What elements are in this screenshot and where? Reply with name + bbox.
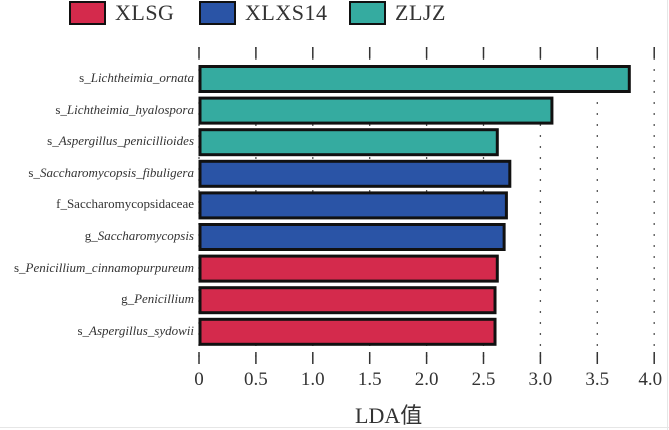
bar-penicillium-cinnamopurpureum — [198, 254, 499, 283]
taxon-name: Aspergillus_sydowii — [89, 322, 194, 338]
y-label-saccharomycopsis-fibuligera: s_Saccharomycopsis_fibuligera — [28, 165, 194, 181]
y-label-saccharomycopsis: g_Saccharomycopsis — [85, 228, 194, 244]
legend-label-xlxs14: XLXS14 — [245, 0, 328, 25]
x-tick-label-2.5: 2.5 — [471, 369, 496, 390]
x-tick-label-3.5: 3.5 — [585, 369, 610, 390]
legend-item-xlxs14: XLXS14 — [199, 0, 328, 25]
legend-swatch-xlxs14 — [199, 1, 236, 25]
taxon-name: Saccharomycopsidaceae — [66, 196, 194, 212]
bar-aspergillus-sydowii — [198, 317, 497, 346]
bar-aspergillus-penicillioides — [198, 128, 499, 157]
y-label-lichtheimia-hyalospora: s_Lichtheimia_hyalospora — [55, 102, 194, 118]
bar-lichtheimia-ornata — [198, 65, 631, 93]
x-axis-title: LDA值 — [355, 403, 423, 428]
taxon-name: Penicillium_cinnamopurpureum — [25, 259, 195, 275]
taxon-prefix: s_ — [55, 101, 67, 117]
taxon-prefix: f_ — [56, 196, 67, 212]
y-label-aspergillus-sydowii: s_Aspergillus_sydowii — [77, 323, 194, 339]
taxon-name: Lichtheimia_ornata — [90, 70, 194, 85]
x-tick-label-0.5: 0.5 — [244, 369, 268, 390]
bar-saccharomycopsis-fibuligera — [198, 159, 512, 188]
x-tick-label-1.5: 1.5 — [357, 369, 382, 390]
legend-item-xlsg: XLSG — [69, 0, 175, 25]
bar-saccharomycopsis — [198, 223, 506, 251]
y-label-lichtheimia-ornata: s_Lichtheimia_ornata — [79, 70, 194, 86]
x-tick-label-4.0: 4.0 — [638, 369, 663, 390]
bar-penicillium — [198, 286, 497, 315]
bottom-border — [0, 427, 669, 428]
taxon-prefix: g_ — [121, 291, 135, 307]
taxon-name: Saccharomycopsis — [97, 228, 194, 243]
taxon-prefix: g_ — [84, 228, 98, 243]
y-label-saccharomycopsidaceae: f_Saccharomycopsidaceae — [56, 196, 194, 212]
legend: XLSG XLXS14 ZLJZ — [0, 0, 669, 28]
x-tick-label-1.0: 1.0 — [300, 369, 325, 390]
x-tick-label-2.0: 2.0 — [414, 369, 439, 390]
taxon-name: Saccharomycopsis_fibuligera — [39, 164, 194, 180]
legend-label-zljz: ZLJZ — [395, 0, 446, 25]
x-tick-label-3.0: 3.0 — [528, 369, 553, 390]
legend-swatch-zljz — [349, 1, 386, 25]
taxon-name: Aspergillus_penicillioides — [58, 133, 194, 149]
legend-swatch-xlsg — [69, 1, 106, 25]
taxon-prefix: s_ — [47, 133, 59, 149]
bar-saccharomycopsidaceae — [198, 191, 508, 220]
y-label-penicillium: g_Penicillium — [121, 291, 194, 307]
right-border — [667, 0, 668, 430]
legend-label-xlsg: XLSG — [115, 0, 175, 25]
taxon-prefix: s_ — [13, 259, 26, 275]
legend-item-zljz: ZLJZ — [349, 0, 446, 25]
taxon-prefix: s_ — [77, 322, 90, 338]
taxon-prefix: s_ — [79, 70, 91, 85]
y-label-penicillium-cinnamopurpureum: s_Penicillium_cinnamopurpureum — [14, 260, 194, 276]
y-label-aspergillus-penicillioides: s_Aspergillus_penicillioides — [47, 133, 194, 149]
bar-lichtheimia-hyalospora — [198, 96, 554, 125]
x-tick-label-0: 0 — [194, 369, 204, 390]
taxon-prefix: s_ — [28, 164, 40, 180]
taxon-name: Lichtheimia_hyalospora — [66, 101, 194, 117]
taxon-name: Penicillium — [134, 291, 194, 307]
